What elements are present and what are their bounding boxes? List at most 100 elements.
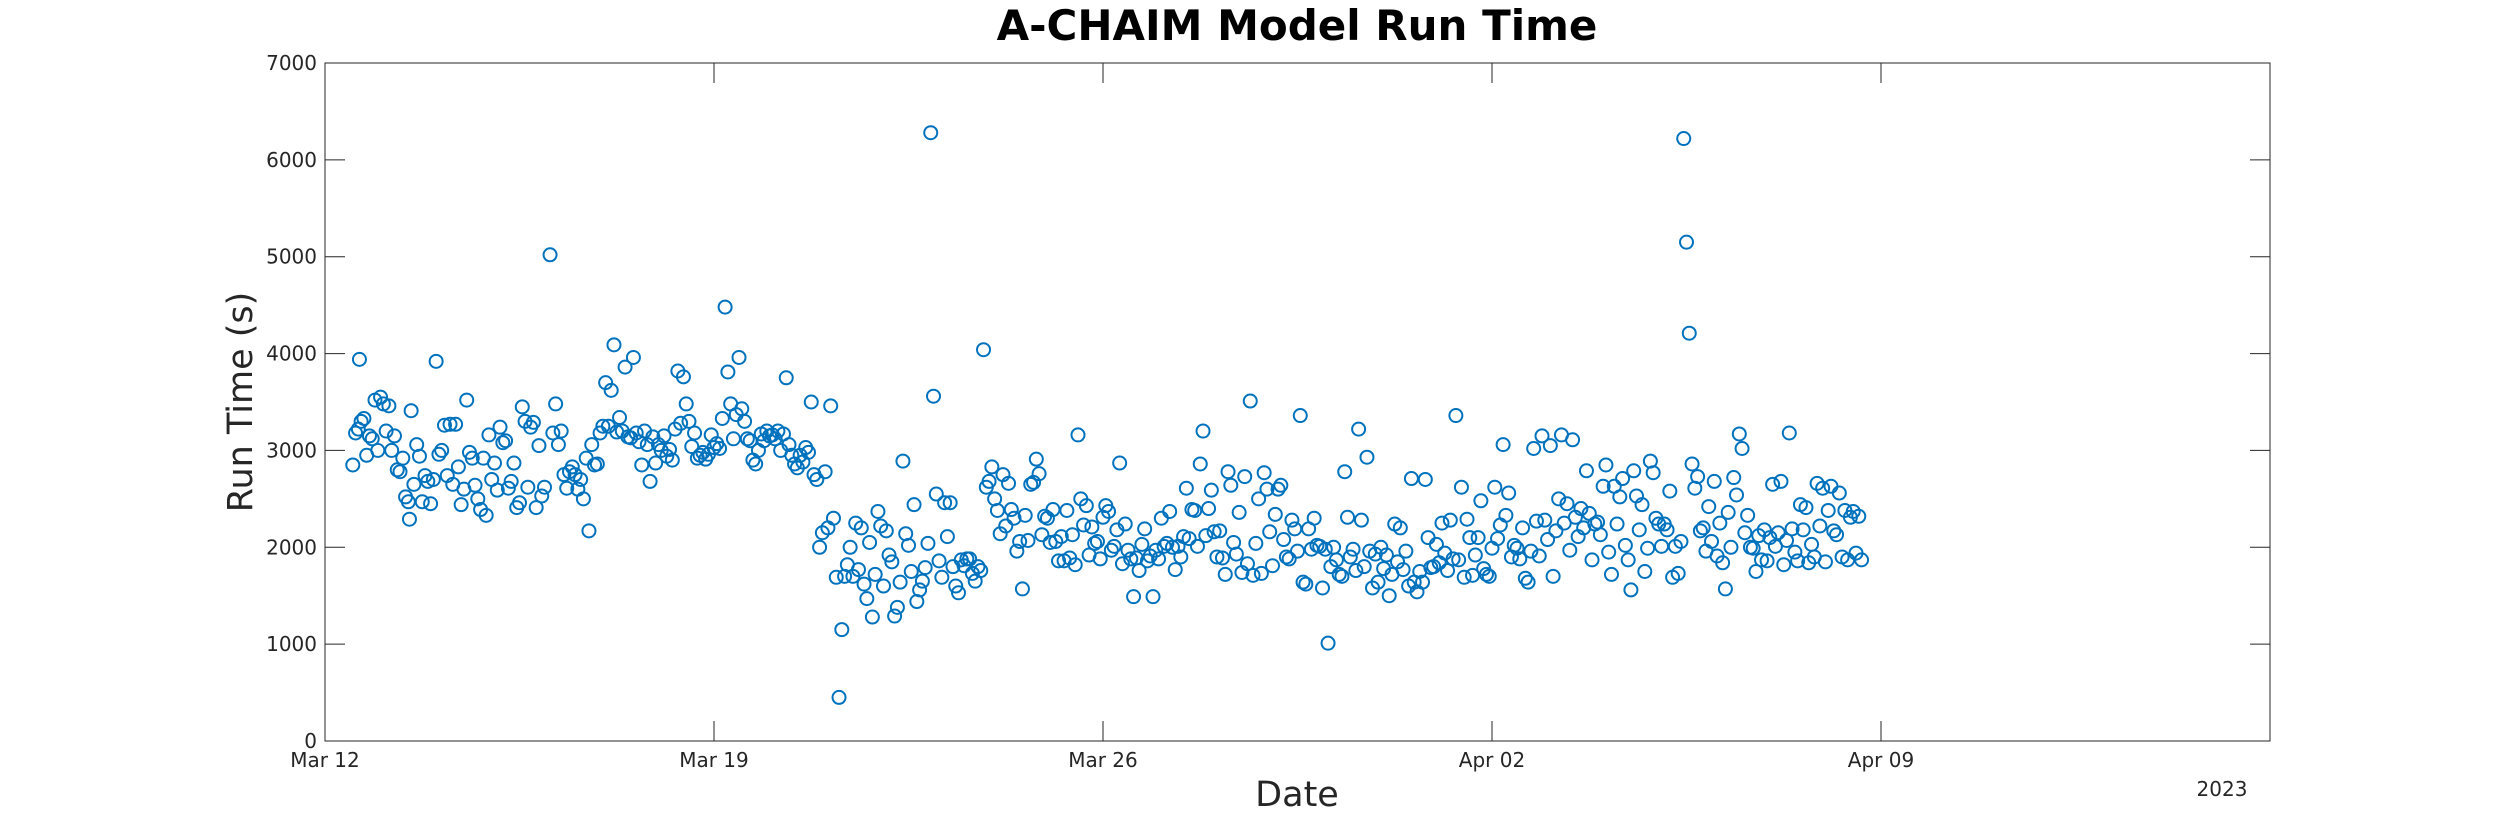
data-point: [545, 425, 561, 441]
data-point: [1623, 582, 1639, 598]
data-point: [1776, 557, 1792, 573]
data-point: [862, 534, 878, 550]
data-point: [1551, 491, 1567, 507]
data-point: [531, 438, 547, 454]
data-point: [1795, 522, 1811, 538]
data-point: [1131, 563, 1147, 579]
data-point: [1787, 544, 1803, 560]
data-point: [1781, 425, 1797, 441]
data-point: [1101, 503, 1117, 519]
data-point: [1264, 558, 1280, 574]
data-point: [1481, 568, 1497, 584]
data-point: [459, 392, 475, 408]
data-point: [1017, 507, 1033, 523]
data-point: [503, 473, 519, 489]
data-point: [1292, 408, 1308, 424]
data-point: [1565, 432, 1581, 448]
data-point: [453, 497, 469, 513]
data-point: [1028, 451, 1044, 467]
data-point: [478, 507, 494, 523]
data-point: [720, 364, 736, 380]
data-point: [1251, 491, 1267, 507]
data-point: [856, 576, 872, 592]
data-point: [378, 423, 394, 439]
data-point: [589, 456, 605, 472]
data-point: [1534, 428, 1550, 444]
data-point: [364, 431, 380, 447]
data-point: [351, 351, 367, 367]
data-point: [1417, 471, 1433, 487]
data-point: [1540, 532, 1556, 548]
data-point: [962, 551, 978, 567]
data-point: [534, 488, 550, 504]
data-point: [1395, 562, 1411, 578]
x-tick-label: Mar 19: [679, 748, 749, 772]
data-point: [1345, 541, 1361, 557]
data-point: [553, 423, 569, 439]
data-point: [345, 457, 361, 473]
data-point: [1059, 502, 1075, 518]
data-point: [467, 477, 483, 493]
data-point: [1462, 530, 1478, 546]
data-point: [1178, 480, 1194, 496]
data-point: [1798, 500, 1814, 516]
data-point: [1315, 580, 1331, 596]
data-point: [1684, 456, 1700, 472]
data-point: [1428, 536, 1444, 552]
data-point: [1134, 536, 1150, 552]
data-point: [1242, 393, 1258, 409]
data-point: [812, 539, 828, 555]
data-point: [1440, 563, 1456, 579]
data-point: [914, 573, 930, 589]
data-point: [1415, 574, 1431, 590]
y-tick-label: 0: [304, 729, 317, 753]
data-point: [1356, 559, 1372, 575]
data-point: [1340, 509, 1356, 525]
data-point: [1342, 549, 1358, 565]
data-point: [981, 473, 997, 489]
data-point: [901, 537, 916, 553]
data-point: [428, 353, 444, 369]
data-point: [928, 486, 944, 502]
data-point: [1445, 551, 1461, 567]
data-point: [870, 503, 886, 519]
data-point: [1281, 551, 1297, 567]
data-point: [1473, 493, 1489, 509]
data-point: [1078, 498, 1094, 514]
data-point: [634, 457, 650, 473]
data-point: [1612, 489, 1628, 505]
data-point: [681, 413, 697, 429]
data-point: [481, 427, 497, 443]
data-point: [1726, 470, 1742, 486]
data-point: [887, 608, 903, 624]
data-point: [489, 482, 505, 498]
data-point: [617, 359, 633, 375]
data-point: [1067, 557, 1083, 573]
data-point: [1501, 485, 1517, 501]
x-axis-title: Date: [1255, 775, 1339, 815]
data-point: [1595, 478, 1611, 494]
data-point: [1817, 554, 1833, 570]
data-point: [1167, 562, 1183, 578]
data-point: [1434, 515, 1450, 531]
data-point: [1206, 524, 1222, 540]
data-point: [1701, 499, 1717, 515]
data-point: [889, 599, 905, 615]
data-point: [892, 574, 908, 590]
data-point: [1392, 520, 1408, 536]
data-point: [395, 450, 411, 466]
data-point: [564, 459, 580, 475]
data-point: [1634, 497, 1650, 513]
data-point: [1467, 547, 1483, 563]
x-tick-label: Mar 12: [290, 748, 360, 772]
y-axis: 0 1000 2000 3000 4000 5000 6000 7000: [266, 51, 2270, 753]
data-point: [603, 382, 619, 398]
data-point: [1790, 553, 1806, 569]
data-point: [1378, 547, 1394, 563]
data-point: [520, 479, 536, 495]
data-point: [584, 437, 600, 453]
data-point: [687, 425, 703, 441]
data-point: [1851, 508, 1867, 524]
data-point: [1214, 550, 1230, 566]
